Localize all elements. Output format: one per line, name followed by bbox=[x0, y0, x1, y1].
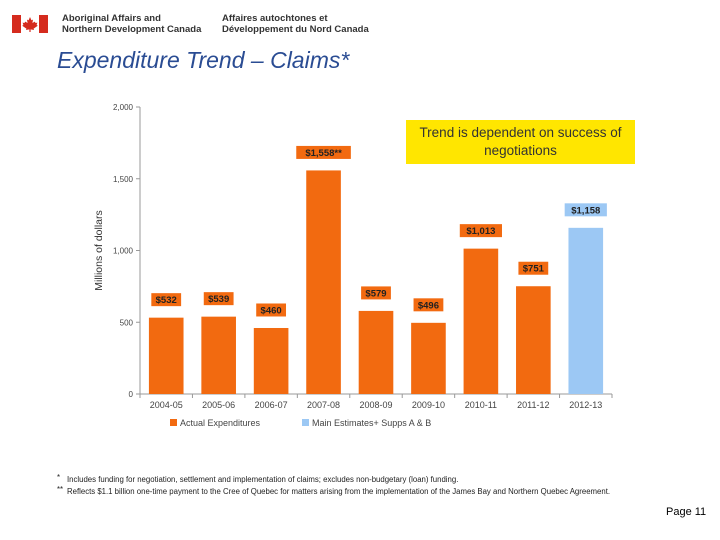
org-en-line-2: Northern Development Canada bbox=[62, 24, 202, 35]
x-tick-label: 2007-08 bbox=[307, 400, 340, 410]
bar bbox=[568, 227, 604, 394]
data-label-box bbox=[360, 285, 392, 301]
data-label-box bbox=[295, 144, 352, 160]
data-label: $1,558** bbox=[305, 148, 342, 159]
bars: $532 $539 $460 $1,558** $579 $496 $1,013 $751 $1… bbox=[148, 144, 608, 394]
data-label-box bbox=[255, 302, 288, 318]
page-title: Expenditure Trend – Claims* bbox=[57, 47, 350, 73]
org-name-english: Aboriginal Affairs and Northern Developm… bbox=[62, 13, 201, 35]
data-label-box bbox=[150, 292, 183, 308]
data-label: $532 bbox=[156, 295, 177, 306]
bar bbox=[148, 317, 184, 394]
x-axis: 2004-05 2005-06 2006-07 2007-08 2008-09 2009-… bbox=[139, 393, 613, 410]
bar bbox=[516, 286, 551, 394]
trend-callout: Trend is dependent on success of negotia… bbox=[406, 120, 635, 164]
data-label: $751 bbox=[523, 264, 545, 275]
bar-chart: 0 500 1,000 1,500 2,000 Millions of dollars 2… bbox=[93, 103, 613, 428]
y-tick-label: 500 bbox=[120, 318, 134, 327]
org-name-french: Affaires autochtones et Développement du… bbox=[222, 13, 369, 35]
data-label: $539 bbox=[208, 294, 229, 305]
bar bbox=[463, 248, 499, 394]
bar bbox=[306, 170, 341, 394]
x-tick-label: 2006-07 bbox=[255, 400, 288, 410]
footnote-text: Reflects $1.1 billion one-time payment t… bbox=[67, 487, 611, 496]
bar bbox=[411, 322, 446, 394]
x-tick-label: 2012-13 bbox=[569, 400, 602, 410]
org-fr-line-1: Affaires autochtones et bbox=[222, 13, 328, 24]
footnote-mark: ** bbox=[57, 485, 64, 494]
x-tick-label: 2008-09 bbox=[359, 400, 392, 410]
data-label-box bbox=[517, 260, 550, 276]
y-tick-label: 1,000 bbox=[113, 247, 134, 256]
org-fr-line-2: Développement du Nord Canada bbox=[222, 24, 369, 35]
footnote-mark: * bbox=[57, 473, 61, 482]
canada-flag-icon bbox=[12, 15, 48, 33]
org-en-line-1: Aboriginal Affairs and bbox=[62, 13, 161, 24]
data-label-box bbox=[412, 297, 445, 313]
x-tick-label: 2011-12 bbox=[517, 400, 549, 410]
legend-swatch bbox=[302, 419, 309, 426]
data-label: $496 bbox=[418, 300, 439, 311]
data-label: $1,158 bbox=[571, 205, 600, 216]
legend-label: Actual Expenditures bbox=[180, 418, 261, 428]
y-axis: 0 500 1,000 1,500 2,000 Millions of dollars bbox=[93, 103, 141, 399]
legend: Actual Expenditures Main Estimates+ Supps… bbox=[170, 418, 431, 428]
data-label-box bbox=[458, 223, 503, 239]
x-tick-label: 2005-06 bbox=[202, 400, 235, 410]
footnote-text: Includes funding for negotiation, settle… bbox=[67, 475, 459, 484]
page-number: Page 11 bbox=[666, 506, 707, 518]
y-tick-label: 2,000 bbox=[113, 103, 134, 112]
data-label-box bbox=[563, 202, 608, 218]
data-label: $1,013 bbox=[466, 226, 495, 237]
y-tick-label: 1,500 bbox=[113, 175, 134, 184]
y-axis-title: Millions of dollars bbox=[93, 210, 105, 291]
bar bbox=[253, 327, 289, 394]
data-label: $579 bbox=[365, 288, 386, 299]
legend-swatch bbox=[170, 419, 177, 426]
x-tick-label: 2004-05 bbox=[150, 400, 183, 410]
bar bbox=[358, 310, 394, 394]
x-tick-label: 2009-10 bbox=[412, 400, 445, 410]
bar bbox=[201, 316, 236, 394]
header: Aboriginal Affairs and Northern Developm… bbox=[0, 0, 720, 44]
legend-label: Main Estimates+ Supps A & B bbox=[312, 418, 431, 428]
y-tick-label: 0 bbox=[129, 390, 134, 399]
x-tick-label: 2010-11 bbox=[465, 400, 497, 410]
data-label-box bbox=[202, 291, 235, 307]
data-label: $460 bbox=[261, 305, 282, 316]
